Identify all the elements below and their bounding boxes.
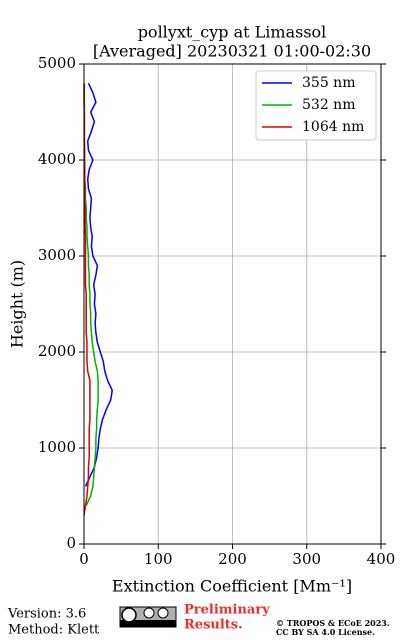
x-tick-label: 100 bbox=[144, 550, 173, 568]
notice: Preliminary bbox=[184, 603, 270, 618]
data-line bbox=[83, 83, 91, 516]
cc-logo bbox=[119, 606, 177, 628]
x-tick-label: 200 bbox=[218, 550, 247, 568]
y-tick-label: 0 bbox=[66, 534, 76, 552]
legend-box bbox=[255, 70, 377, 141]
y-tick-label: 3000 bbox=[38, 246, 76, 264]
legend-label: 1064 nm bbox=[302, 119, 364, 135]
x-tick-label: 0 bbox=[79, 550, 89, 568]
chart-title: pollyxt_cyp at Limassol bbox=[138, 23, 327, 42]
x-tick-label: 300 bbox=[292, 550, 321, 568]
y-tick-label: 4000 bbox=[38, 150, 76, 168]
copyright: © TROPOS & ECoE 2023. bbox=[276, 618, 390, 628]
y-axis-label: Height (m) bbox=[8, 260, 27, 348]
data-line bbox=[84, 82, 113, 487]
version: Version: 3.6 bbox=[7, 607, 86, 622]
legend-label: 532 nm bbox=[302, 97, 355, 113]
y-tick-label: 2000 bbox=[38, 342, 76, 360]
copyright: CC BY SA 4.0 License. bbox=[276, 627, 375, 637]
y-tick-label: 5000 bbox=[38, 54, 76, 72]
x-axis-label: Extinction Coefficient [Mm⁻¹] bbox=[112, 577, 352, 596]
method: Method: Klett bbox=[8, 623, 100, 638]
legend: 355 nm 532 nm 1064 nm bbox=[255, 70, 377, 141]
legend-label: 355 nm bbox=[302, 75, 355, 91]
x-tick-label: 400 bbox=[367, 550, 396, 568]
y-tick-label: 1000 bbox=[38, 438, 76, 456]
plot-frame bbox=[83, 63, 382, 545]
notice: Results. bbox=[184, 618, 243, 633]
chart-subtitle: [Averaged] 20230321 01:00-02:30 bbox=[93, 42, 371, 61]
